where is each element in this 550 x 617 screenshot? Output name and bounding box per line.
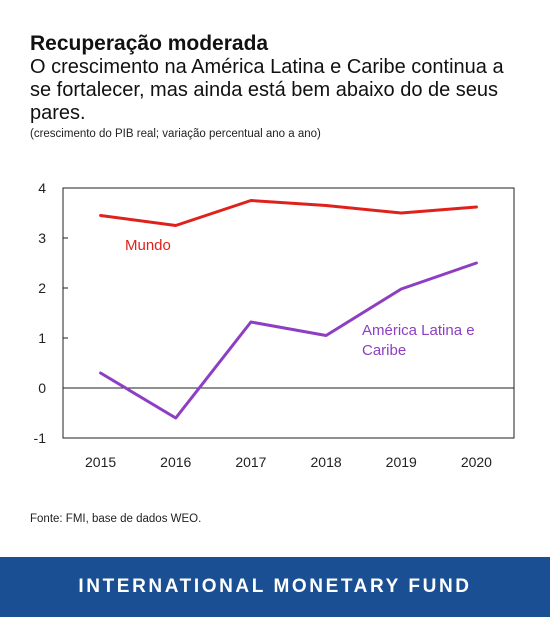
y-tick-label: 2: [38, 280, 46, 296]
x-tick-label: 2017: [235, 454, 266, 470]
x-tick-label: 2016: [160, 454, 191, 470]
series-line-america-latina: [99, 261, 478, 420]
x-tick-label: 2018: [311, 454, 342, 470]
source-note: Fonte: FMI, base de dados WEO.: [30, 513, 202, 525]
series-line-mundo: [99, 199, 478, 227]
y-tick-label: -1: [34, 430, 47, 446]
x-tick-label: 2020: [461, 454, 492, 470]
y-tick-label: 1: [38, 330, 46, 346]
series-label-mundo: Mundo: [125, 237, 171, 254]
line-chart: -1 0 1 2 3 4 2015 2016 2017 2018 2019 2020 Mundo Amér…: [34, 180, 515, 470]
units-note: (crescimento do PIB real; variação perce…: [30, 128, 321, 140]
plot-frame: [62, 187, 515, 439]
y-tick-label: 0: [38, 380, 46, 396]
series-label-america-latina: América Latina e Caribe: [362, 322, 475, 359]
x-tick-label: 2015: [85, 454, 116, 470]
footer-banner: INTERNATIONAL MONETARY FUND: [0, 557, 550, 617]
x-tick-label: 2019: [386, 454, 417, 470]
imf-brand-text: INTERNATIONAL MONETARY FUND: [78, 576, 472, 597]
y-tick-label: 4: [38, 180, 46, 196]
chart-subtitle: O crescimento na América Latina e Caribe…: [30, 56, 504, 124]
y-tick-label: 3: [38, 230, 46, 246]
chart-title: Recuperação moderada: [30, 32, 269, 55]
